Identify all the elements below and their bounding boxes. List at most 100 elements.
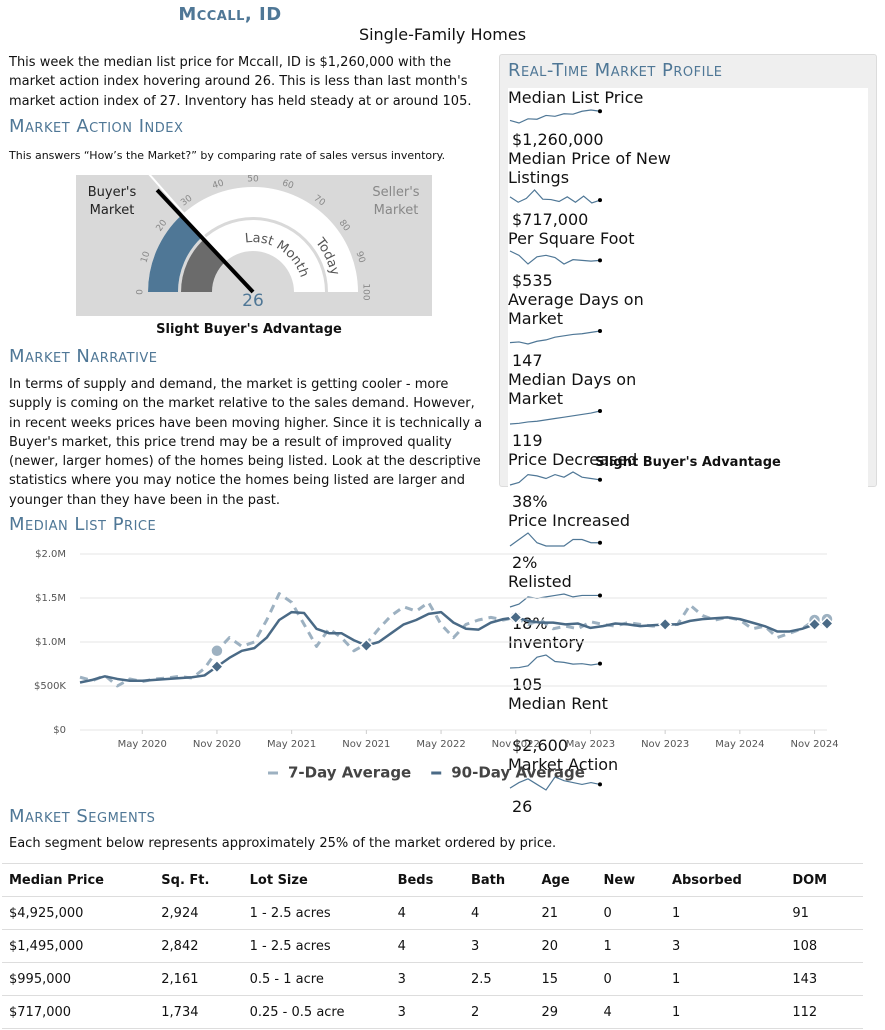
sparkline-end bbox=[598, 109, 602, 114]
page-title: Mccall, ID bbox=[178, 4, 282, 25]
table-cell: 2,924 bbox=[154, 896, 243, 930]
column-header: Absorbed bbox=[664, 863, 786, 897]
profile-label: Median Days on Market bbox=[508, 370, 637, 408]
profile-value: 2% bbox=[512, 553, 538, 572]
gauge-tick-label: 80 bbox=[337, 218, 352, 233]
series-marker bbox=[807, 617, 822, 632]
table-cell: 29 bbox=[534, 995, 597, 1029]
table-cell: 4 bbox=[596, 995, 665, 1029]
sparkline-end bbox=[598, 409, 602, 413]
table-cell: 1 - 2.5 acres bbox=[242, 929, 391, 963]
table-cell: 2,161 bbox=[154, 962, 243, 996]
sparkline-line bbox=[509, 593, 600, 608]
x-tick-label: May 2022 bbox=[416, 739, 465, 750]
table-cell: 143 bbox=[785, 962, 863, 996]
table-cell: 2.5 bbox=[463, 962, 535, 996]
table-cell: 1 bbox=[596, 929, 665, 963]
sparkline bbox=[509, 109, 602, 124]
y-tick-label: $500K bbox=[34, 681, 66, 692]
profile-table: Median List Price $1,260,000 Median Price … bbox=[508, 88, 868, 816]
profile-row: Average Days on Market 147 bbox=[508, 290, 868, 370]
sparkline bbox=[509, 471, 602, 486]
y-tick-label: $2.0M bbox=[35, 549, 66, 560]
price-chart: $0 $500K $1.0M $1.5M $2.0M May 2020 Nov 2020 Ma… bbox=[34, 549, 839, 782]
table-cell: 2,842 bbox=[154, 929, 243, 963]
legend-label: 90-Day Average bbox=[451, 764, 585, 782]
table-cell: 112 bbox=[785, 995, 863, 1029]
profile-value: $1,260,000 bbox=[512, 130, 604, 149]
table-cell: 3 bbox=[664, 929, 786, 963]
table-cell: 0 bbox=[596, 896, 665, 930]
sparkline-end bbox=[598, 198, 602, 203]
x-tick-label: Nov 2022 bbox=[492, 739, 540, 750]
profile-row: Price Decreased 38% bbox=[508, 450, 868, 511]
sparkline-line bbox=[509, 330, 601, 345]
profile-label: Median Price of New Listings bbox=[508, 149, 671, 187]
sparkline-line bbox=[509, 410, 601, 425]
sparkline bbox=[509, 329, 602, 345]
x-tick-label: Nov 2023 bbox=[641, 739, 689, 750]
gauge-tick-label: 10 bbox=[139, 250, 152, 264]
sparkline bbox=[509, 250, 602, 265]
profile-value: 38% bbox=[512, 492, 548, 511]
table-cell: 91 bbox=[785, 896, 863, 930]
sparkline-end bbox=[598, 477, 602, 482]
series-marker bbox=[819, 616, 835, 631]
profile-value: $717,000 bbox=[512, 210, 589, 229]
profile-row: Median Rent $2,600 bbox=[508, 694, 868, 755]
table-cell: 3 bbox=[463, 929, 535, 963]
profile-row: Price Increased 2% bbox=[508, 511, 868, 572]
x-tick-label: Nov 2024 bbox=[790, 739, 838, 750]
table-cell: 20 bbox=[534, 929, 597, 963]
gauge-needle bbox=[155, 188, 255, 294]
series-marker bbox=[209, 659, 225, 674]
series-marker bbox=[508, 610, 523, 625]
profile-value: 119 bbox=[512, 431, 543, 450]
sparkline-end bbox=[598, 329, 602, 333]
gauge-tick-label: 20 bbox=[155, 218, 170, 233]
x-tick-label: May 2024 bbox=[715, 739, 764, 750]
gauge-tick-label: 40 bbox=[211, 178, 225, 191]
sparkline-end bbox=[598, 258, 602, 263]
table-cell: 1 bbox=[664, 962, 786, 996]
profile-label: Relisted bbox=[508, 572, 572, 591]
sparkline-line bbox=[509, 654, 601, 669]
market-profile: Real-Time Market Profile Median List Pri… bbox=[499, 54, 877, 816]
column-header: DOM bbox=[785, 863, 863, 897]
legend-label: 7-Day Average bbox=[288, 764, 411, 782]
narrative-text: In terms of supply and demand, the marke… bbox=[9, 377, 483, 508]
gauge-tick-label: 0 bbox=[136, 289, 146, 295]
table-cell: 1 - 2.5 acres bbox=[242, 896, 391, 930]
section-heading: Market Narrative bbox=[9, 346, 158, 367]
table-cell: 108 bbox=[785, 929, 863, 963]
segments-description: Each segment below represents approximat… bbox=[9, 836, 557, 851]
table-row: $717,000 1,734 0.25 - 0.5 acre 3 2 29 4 1 112 bbox=[2, 995, 863, 1029]
table-cell: 3 bbox=[390, 962, 464, 996]
sparkline bbox=[509, 409, 602, 425]
table-cell: 1 bbox=[664, 896, 786, 930]
sparkline-end bbox=[598, 593, 602, 598]
series-marker bbox=[210, 644, 224, 658]
sparkline-end bbox=[598, 782, 602, 787]
sparkline bbox=[509, 593, 602, 608]
gauge-band bbox=[181, 220, 325, 292]
series-line bbox=[79, 610, 828, 684]
gauge-tick-label: 30 bbox=[179, 193, 194, 208]
column-header: Median Price bbox=[2, 863, 155, 897]
table-cell: 0 bbox=[596, 962, 665, 996]
profile-label: Average Days on Market bbox=[508, 290, 644, 328]
x-tick-label: May 2023 bbox=[566, 739, 615, 750]
gauge-tick-label: 70 bbox=[312, 194, 327, 209]
sparkline bbox=[509, 532, 602, 547]
y-tick-label: $1.0M bbox=[35, 637, 66, 648]
x-tick-label: Nov 2020 bbox=[193, 739, 241, 750]
sparkline-line bbox=[509, 532, 600, 547]
x-tick-label: May 2021 bbox=[267, 739, 316, 750]
column-header: New bbox=[596, 863, 665, 897]
profile-verdict: Slight Buyer's Advantage bbox=[595, 455, 781, 470]
y-tick-label: $0 bbox=[53, 725, 66, 736]
series-marker bbox=[658, 617, 673, 632]
table-cell: 4 bbox=[390, 896, 464, 930]
